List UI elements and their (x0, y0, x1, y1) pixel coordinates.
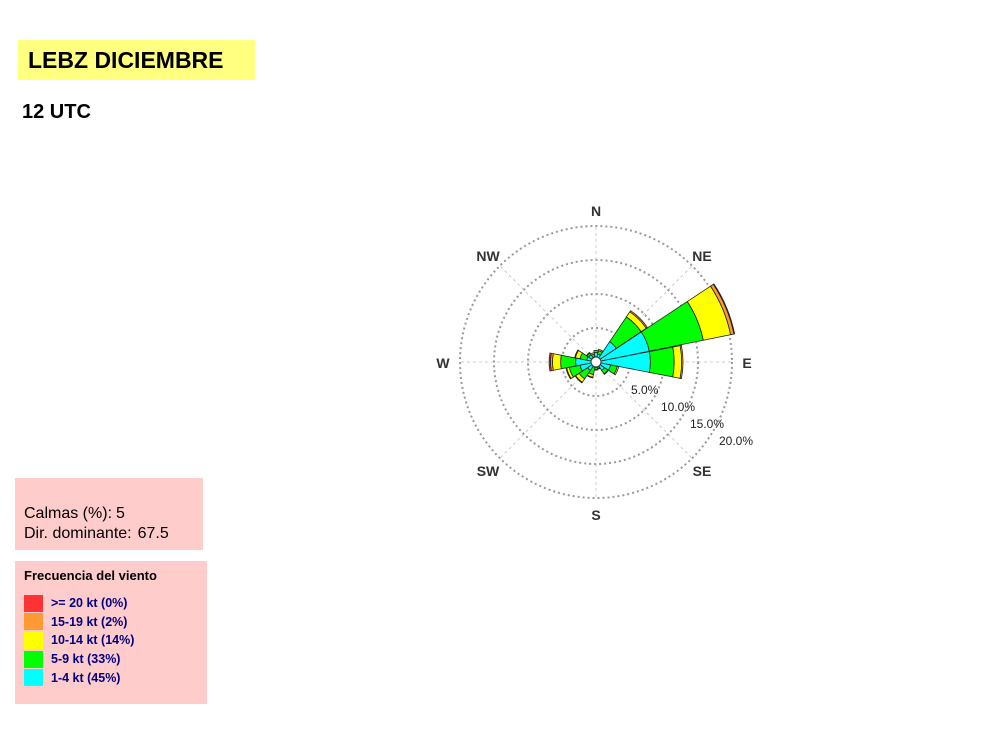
legend-swatch (24, 650, 43, 668)
ring-label-20: 20.0% (719, 434, 753, 448)
ring-label-10: 10.0% (661, 400, 695, 414)
legend: Frecuencia del viento >= 20 kt (0%) 15-1… (15, 561, 207, 704)
grid-spoke (595, 265, 693, 363)
petal-112.5-series-2 (613, 365, 620, 376)
petal-135-series-2 (603, 369, 609, 375)
summary-box: Calmas (%): 5 Dir. dominante: 67.5 (15, 478, 203, 550)
ring-label-15: 15.0% (690, 417, 724, 431)
calmas-value: 5 (116, 505, 125, 522)
petal-270-series-4 (548, 352, 552, 372)
legend-swatch (24, 669, 43, 687)
petal-0-series-1 (593, 350, 599, 354)
calmas-row: Calmas (%): 5 (24, 504, 203, 524)
dominante-label: Dir. dominante: (24, 525, 132, 542)
compass-label-w: W (436, 355, 450, 371)
compass-label-s: S (591, 507, 600, 523)
grid-spoke (499, 361, 597, 459)
chart-subtitle: 12 UTC (22, 101, 91, 123)
legend-item-15-19kt: 15-19 kt (2%) (24, 613, 207, 632)
petal-337.5-series-2 (590, 352, 595, 356)
calmas-label: Calmas (%): (24, 505, 113, 522)
petal-90-series-3 (679, 344, 684, 380)
compass-label-nw: NW (476, 248, 500, 264)
petal-180-series-3 (593, 368, 599, 371)
petal-292.5-series-3 (574, 349, 579, 359)
compass-label-se: SE (693, 463, 712, 479)
legend-swatch (24, 594, 43, 612)
legend-title: Frecuencia del viento (24, 568, 157, 583)
legend-item-10-14kt: 10-14 kt (14%) (24, 631, 207, 650)
legend-label: 15-19 kt (2%) (51, 614, 128, 629)
petal-90-series-1 (648, 346, 675, 378)
grid-spoke (595, 361, 693, 459)
legend-label: >= 20 kt (0%) (51, 596, 128, 611)
legend-label: 5-9 kt (33%) (51, 652, 121, 667)
legend-swatch (24, 613, 43, 631)
compass-label-ne: NE (692, 248, 711, 264)
ring-label-5: 5.0% (631, 383, 659, 397)
wind-petals (548, 283, 736, 384)
dominante-row: Dir. dominante: 67.5 (24, 524, 203, 544)
petal-270-series-2 (552, 353, 562, 371)
calm-circle (590, 356, 602, 368)
legend-item-5-9kt: 5-9 kt (33%) (24, 650, 207, 669)
dominante-value: 67.5 (137, 525, 169, 542)
petal-90-series-2 (672, 345, 683, 379)
petal-67.5-series-4 (712, 283, 736, 335)
petal-270-series-1 (560, 354, 577, 370)
compass-label-n: N (591, 203, 601, 219)
petal-315-series-2 (585, 351, 591, 357)
compass-label-sw: SW (477, 463, 500, 479)
legend-item-20kt: >= 20 kt (0%) (24, 594, 207, 613)
petal-45-series-3 (629, 310, 648, 329)
legend-label: 10-14 kt (14%) (51, 633, 135, 648)
grid-ring (493, 259, 699, 465)
legend-swatch (24, 631, 43, 649)
legend-item-1-4kt: 1-4 kt (45%) (24, 668, 207, 687)
chart-title: LEBZ DICIEMBRE (18, 40, 255, 80)
compass-labels: N NE E SE S SW W NW 5.0% 10.0% 15.0% 20.… (436, 203, 753, 523)
grid-ring (459, 225, 733, 499)
compass-label-e: E (742, 355, 751, 371)
legend-label: 1-4 kt (45%) (51, 670, 121, 685)
